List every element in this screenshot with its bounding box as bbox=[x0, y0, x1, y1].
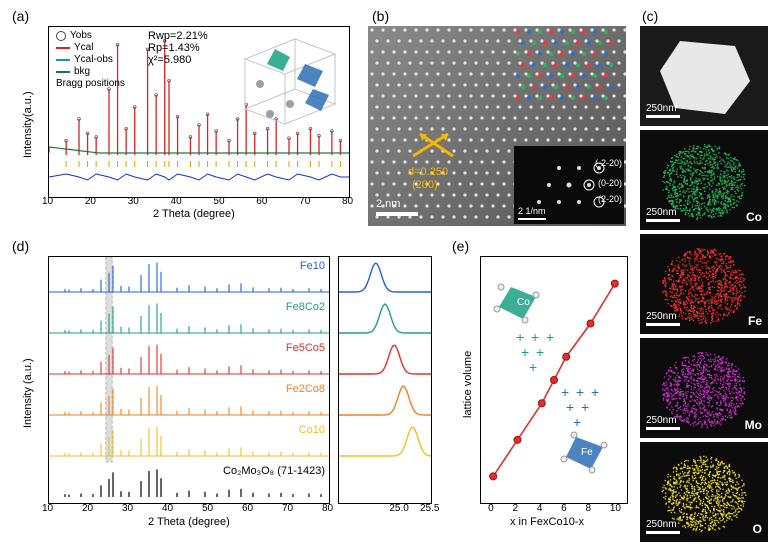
svg-text:+: + bbox=[561, 384, 569, 400]
svg-text:Fe5Co5: Fe5Co5 bbox=[286, 342, 325, 354]
svg-text:Fe2Co8: Fe2Co8 bbox=[286, 383, 325, 395]
panel-b-scalebar-text: 2 nm bbox=[376, 198, 400, 210]
panel-a-fitstats: Rwp=2.21% Rp=1.43% χ²=5.980 bbox=[148, 30, 208, 66]
svg-text:+: + bbox=[581, 399, 589, 415]
panel-a: (a) Yobs Ycal Ycal-obs bbox=[8, 8, 358, 228]
svg-text:+: + bbox=[529, 359, 537, 375]
legend-ycalobs: Ycal-obs bbox=[56, 54, 156, 65]
eds-map-Fe: 250nmFe bbox=[640, 234, 768, 334]
panel-b-fft-inset: (-2-20) (0-20) (2-20) 2 1/nm bbox=[514, 146, 624, 224]
panel-a-ylabel: Intensity(a.u.) bbox=[22, 91, 34, 158]
panel-a-xticks: 1020304050607080 bbox=[48, 196, 348, 208]
svg-text:Fe8Co2: Fe8Co2 bbox=[286, 301, 325, 313]
panel-e: (e) CoFe++++++++++++ lattice volume x in… bbox=[448, 238, 630, 538]
panel-d-zoom bbox=[338, 256, 432, 504]
svg-text:+: + bbox=[536, 344, 544, 360]
fft-spot-2: (0-20) bbox=[598, 178, 622, 188]
figure-root: (a) Yobs Ycal Ycal-obs bbox=[0, 0, 779, 547]
panel-e-xticks: 0246810 bbox=[480, 503, 626, 515]
svg-text:Co: Co bbox=[517, 297, 530, 308]
legend-bragg: Bragg positions bbox=[56, 78, 156, 89]
svg-text:+: + bbox=[521, 344, 529, 360]
legend-ycal-text: Ycal bbox=[74, 42, 93, 53]
legend-yobs: Yobs bbox=[56, 30, 156, 41]
panel-c-maps: 250nm250nmCo250nmFe250nmMo250nmO bbox=[640, 26, 770, 546]
panel-b-label: (b) bbox=[372, 8, 389, 24]
panel-b-scalebar bbox=[376, 212, 418, 216]
panel-d-zoom-svg bbox=[339, 257, 431, 503]
svg-text:+: + bbox=[546, 329, 554, 345]
fit-rwp: Rwp=2.21% bbox=[148, 30, 208, 42]
fit-rp: Rp=1.43% bbox=[148, 42, 208, 54]
panel-d-ylabel: Intensity (a.u.) bbox=[22, 358, 34, 428]
plane-arrow-icon bbox=[408, 126, 458, 166]
svg-text:+: + bbox=[591, 384, 599, 400]
panel-a-legend: Yobs Ycal Ycal-obs bkg Bragg positions bbox=[56, 30, 156, 90]
panel-e-xlabel: x in FexCo10-x bbox=[510, 516, 584, 528]
legend-ycalobs-text: Ycal-obs bbox=[74, 54, 113, 65]
panel-d-xticks: 1020304050607080 bbox=[48, 503, 328, 515]
legend-bkg-text: bkg bbox=[74, 66, 90, 77]
panel-c: (c) 250nm250nmCo250nmFe250nmMo250nmO bbox=[640, 8, 770, 540]
panel-b-haadf: d=0.250 (200) 2 nm (-2-20) (0-20) bbox=[368, 26, 626, 226]
panel-d-plot: Fe10 Fe8Co2 Fe5Co5 Fe2Co8 Co10 Co₂Mo₃O₈ (71-1… bbox=[48, 256, 330, 504]
fft-spot-3: (2-20) bbox=[598, 194, 622, 204]
svg-text:Fe10: Fe10 bbox=[300, 260, 325, 272]
panel-e-plot: CoFe++++++++++++ bbox=[480, 256, 628, 504]
panel-a-xlabel: 2 Theta (degree) bbox=[153, 208, 235, 220]
panel-d-zoom-xticks: 25.025.5 bbox=[338, 503, 430, 515]
panel-d-xlabel: 2 Theta (degree) bbox=[148, 516, 230, 528]
eds-map-haadf: 250nm bbox=[640, 26, 768, 126]
panel-b-dspacing: d=0.250 bbox=[408, 166, 448, 178]
eds-map-O: 250nmO bbox=[640, 442, 768, 542]
panel-d: (d) Fe10 Fe8Co2 Fe5Co5 Fe2Co8 Co10 Co₂Mo₃O₈ (… bbox=[8, 238, 436, 538]
svg-text:Fe: Fe bbox=[581, 447, 593, 458]
panel-e-label: (e) bbox=[452, 238, 469, 254]
legend-ycal: Ycal bbox=[56, 42, 156, 53]
svg-text:+: + bbox=[531, 329, 539, 345]
eds-map-Co: 250nmCo bbox=[640, 130, 768, 230]
svg-text:Co10: Co10 bbox=[299, 424, 325, 436]
panel-e-svg: CoFe++++++++++++ bbox=[481, 257, 627, 503]
fft-spot-1: (-2-20) bbox=[595, 158, 622, 168]
legend-bkg: bkg bbox=[56, 66, 156, 77]
legend-yobs-text: Yobs bbox=[70, 30, 92, 41]
panel-c-label: (c) bbox=[642, 8, 658, 24]
svg-text:Co₂Mo₃O₈ (71-1423): Co₂Mo₃O₈ (71-1423) bbox=[223, 465, 325, 477]
fft-scalebar bbox=[518, 218, 546, 220]
panel-d-label: (d) bbox=[12, 238, 29, 254]
panel-b-plane: (200) bbox=[412, 179, 438, 191]
svg-text:+: + bbox=[573, 414, 581, 430]
fit-chi2: χ²=5.980 bbox=[148, 54, 208, 66]
eds-map-Mo: 250nmMo bbox=[640, 338, 768, 438]
panel-d-svg: Fe10 Fe8Co2 Fe5Co5 Fe2Co8 Co10 Co₂Mo₃O₈ (71-1… bbox=[49, 257, 329, 503]
panel-a-unitcell bbox=[235, 29, 347, 129]
svg-text:+: + bbox=[516, 329, 524, 345]
panel-e-ylabel: lattice volume bbox=[462, 351, 474, 418]
svg-text:+: + bbox=[566, 399, 574, 415]
panel-a-label: (a) bbox=[12, 8, 29, 24]
svg-text:+: + bbox=[576, 384, 584, 400]
panel-b: (b) d=0.250 (200) 2 nm bbox=[368, 8, 628, 228]
legend-bragg-text: Bragg positions bbox=[56, 78, 125, 89]
fft-scalebar-text: 2 1/nm bbox=[518, 206, 546, 216]
